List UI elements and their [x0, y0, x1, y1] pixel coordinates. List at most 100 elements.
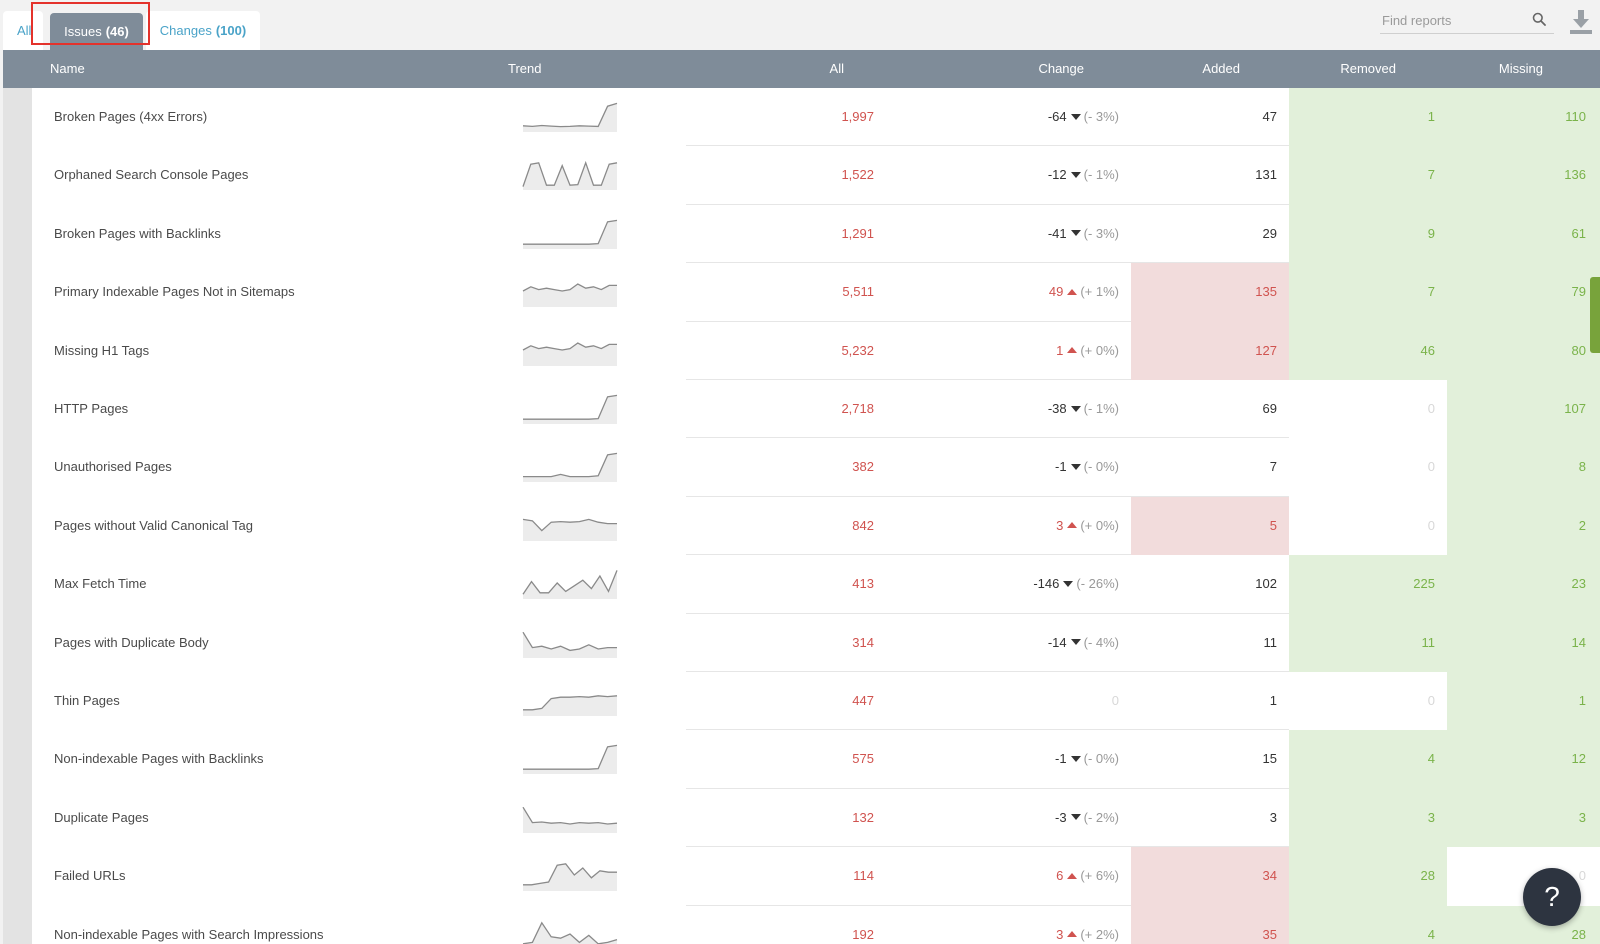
- removed-count[interactable]: 0: [1427, 693, 1435, 708]
- missing-count[interactable]: 1: [1447, 672, 1600, 731]
- added-count[interactable]: 35: [1131, 905, 1289, 944]
- all-count[interactable]: 1,522: [686, 146, 881, 205]
- change-cell[interactable]: 3 (+ 2%): [881, 906, 1131, 944]
- added-count[interactable]: 102: [1131, 555, 1289, 614]
- column-header-name[interactable]: Name: [50, 61, 85, 76]
- report-name[interactable]: Broken Pages (4xx Errors): [54, 109, 208, 124]
- tab-all[interactable]: All: [3, 11, 43, 50]
- added-count[interactable]: 3: [1131, 789, 1289, 848]
- table-row[interactable]: Failed URLs 114 6 (+ 6%) 34 28 0: [32, 847, 1600, 906]
- removed-count[interactable]: 7: [1289, 263, 1447, 322]
- all-count[interactable]: 192: [686, 906, 881, 944]
- removed-count[interactable]: 0: [1427, 517, 1435, 533]
- added-count[interactable]: 11: [1131, 614, 1289, 672]
- report-name[interactable]: Thin Pages: [54, 693, 120, 708]
- change-cell[interactable]: -3 (- 2%): [881, 789, 1131, 848]
- removed-count[interactable]: 1: [1289, 88, 1447, 147]
- table-row[interactable]: Duplicate Pages 132 -3 (- 2%) 3 3 3: [32, 788, 1600, 848]
- change-cell[interactable]: 1 (+ 0%): [881, 322, 1131, 380]
- report-name[interactable]: Missing H1 Tags: [54, 342, 150, 358]
- all-count[interactable]: 575: [686, 730, 881, 789]
- added-count[interactable]: 131: [1131, 146, 1289, 205]
- report-name[interactable]: Non-indexable Pages with Backlinks: [54, 751, 264, 767]
- table-row[interactable]: Non-indexable Pages with Search Impressi…: [32, 905, 1600, 944]
- report-name[interactable]: Pages with Duplicate Body: [54, 634, 209, 650]
- report-name[interactable]: Failed URLs: [54, 868, 126, 884]
- missing-count[interactable]: 23: [1447, 555, 1600, 614]
- all-count[interactable]: 2,718: [686, 380, 881, 439]
- added-count[interactable]: 135: [1131, 263, 1289, 322]
- change-cell[interactable]: -146 (- 26%): [881, 555, 1131, 614]
- report-name[interactable]: Duplicate Pages: [54, 809, 149, 825]
- all-count[interactable]: 382: [686, 438, 881, 497]
- change-cell[interactable]: 0: [881, 672, 1131, 731]
- report-name[interactable]: Primary Indexable Pages Not in Sitemaps: [54, 284, 295, 300]
- table-row[interactable]: Orphaned Search Console Pages 1,522 -12 (- …: [32, 146, 1600, 205]
- tab-changes[interactable]: Changes (100): [146, 11, 260, 50]
- report-name[interactable]: Max Fetch Time: [54, 576, 147, 592]
- change-cell[interactable]: -14 (- 4%): [881, 614, 1131, 672]
- removed-count[interactable]: 46: [1289, 321, 1447, 380]
- added-count[interactable]: 47: [1131, 88, 1289, 147]
- missing-count[interactable]: 12: [1447, 730, 1600, 789]
- removed-count[interactable]: 28: [1289, 847, 1447, 906]
- all-count[interactable]: 447: [686, 672, 881, 731]
- tab-issues[interactable]: Issues (46): [50, 13, 143, 50]
- download-icon[interactable]: [1569, 9, 1593, 35]
- missing-count[interactable]: 110: [1447, 88, 1600, 147]
- table-row[interactable]: Unauthorised Pages 382 -1 (- 0%) 7 0 8: [32, 438, 1600, 497]
- all-count[interactable]: 413: [686, 555, 881, 614]
- all-count[interactable]: 5,511: [686, 263, 881, 322]
- missing-count[interactable]: 14: [1447, 613, 1600, 672]
- all-count[interactable]: 5,232: [686, 322, 881, 380]
- column-header-all[interactable]: All: [829, 61, 844, 76]
- report-name[interactable]: Broken Pages with Backlinks: [54, 225, 221, 241]
- missing-count[interactable]: 79: [1447, 263, 1600, 322]
- table-row[interactable]: Missing H1 Tags 5,232 1 (+ 0%) 127 46 80: [32, 321, 1600, 380]
- table-row[interactable]: Pages with Duplicate Body 314 -14 (- 4%) 11 1…: [32, 613, 1600, 672]
- added-count[interactable]: 29: [1131, 205, 1289, 264]
- change-cell[interactable]: -38 (- 1%): [881, 380, 1131, 439]
- all-count[interactable]: 314: [686, 614, 881, 672]
- all-count[interactable]: 114: [686, 847, 881, 906]
- removed-count[interactable]: 9: [1289, 204, 1447, 264]
- change-cell[interactable]: -12 (- 1%): [881, 146, 1131, 205]
- removed-count[interactable]: 0: [1427, 459, 1435, 475]
- change-cell[interactable]: 3 (+ 0%): [881, 497, 1131, 556]
- table-row[interactable]: Thin Pages 447 0 1 0 1: [32, 672, 1600, 731]
- report-name[interactable]: HTTP Pages: [54, 401, 129, 416]
- report-name[interactable]: Non-indexable Pages with Search Impressi…: [54, 926, 324, 942]
- find-reports-input[interactable]: [1380, 8, 1524, 32]
- change-cell[interactable]: -1 (- 0%): [881, 438, 1131, 497]
- table-row[interactable]: Pages without Valid Canonical Tag 842 3 (+ …: [32, 496, 1600, 556]
- missing-count[interactable]: 2: [1447, 496, 1600, 556]
- removed-count[interactable]: 4: [1289, 905, 1447, 944]
- added-count[interactable]: 7: [1131, 438, 1289, 497]
- all-count[interactable]: 132: [686, 789, 881, 848]
- table-row[interactable]: Broken Pages with Backlinks 1,291 -41 (- 3%…: [32, 204, 1600, 264]
- removed-count[interactable]: 11: [1289, 613, 1447, 672]
- missing-count[interactable]: 107: [1447, 380, 1600, 439]
- table-row[interactable]: Broken Pages (4xx Errors) 1,997 -64 (- 3%) 4…: [32, 88, 1600, 147]
- added-count[interactable]: 69: [1131, 380, 1289, 439]
- report-name[interactable]: Orphaned Search Console Pages: [54, 167, 249, 183]
- missing-count[interactable]: 0: [1578, 868, 1586, 884]
- removed-count[interactable]: 7: [1289, 146, 1447, 205]
- missing-count[interactable]: 136: [1447, 146, 1600, 205]
- report-name[interactable]: Unauthorised Pages: [54, 459, 172, 475]
- added-count[interactable]: 5: [1131, 496, 1289, 556]
- change-cell[interactable]: -41 (- 3%): [881, 205, 1131, 264]
- all-count[interactable]: 1,997: [686, 88, 881, 147]
- change-cell[interactable]: 49 (+ 1%): [881, 263, 1131, 322]
- report-name[interactable]: Pages without Valid Canonical Tag: [54, 517, 253, 533]
- added-count[interactable]: 127: [1131, 321, 1289, 380]
- change-cell[interactable]: 6 (+ 6%): [881, 847, 1131, 906]
- missing-count[interactable]: 80: [1447, 321, 1600, 380]
- all-count[interactable]: 842: [686, 497, 881, 556]
- column-header-missing[interactable]: Missing: [1498, 61, 1543, 76]
- removed-count[interactable]: 0: [1427, 401, 1435, 416]
- change-cell[interactable]: -1 (- 0%): [881, 730, 1131, 789]
- missing-count[interactable]: 61: [1447, 204, 1600, 264]
- column-header-removed[interactable]: Removed: [1340, 61, 1396, 76]
- table-row[interactable]: Non-indexable Pages with Backlinks 575 -1 (…: [32, 730, 1600, 789]
